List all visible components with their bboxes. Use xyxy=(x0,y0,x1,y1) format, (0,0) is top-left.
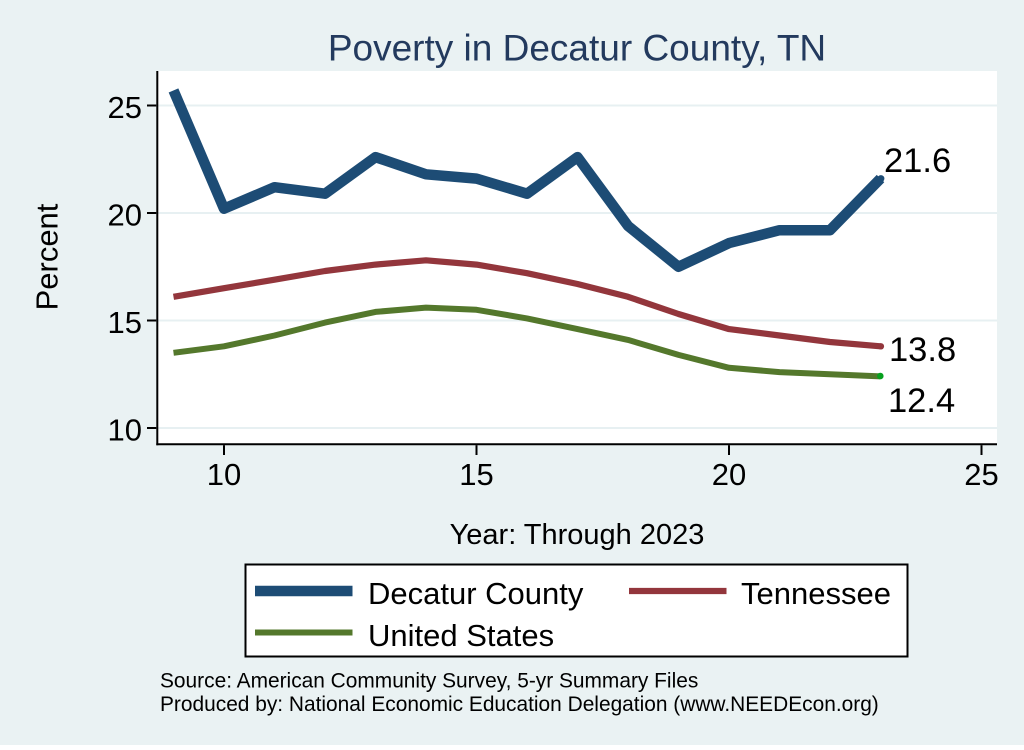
svg-text:Tennessee: Tennessee xyxy=(741,576,891,611)
svg-text:Source: American Community Sur: Source: American Community Survey, 5-yr … xyxy=(160,670,698,693)
svg-text:21.6: 21.6 xyxy=(884,142,951,180)
svg-text:Decatur County: Decatur County xyxy=(368,576,584,611)
svg-text:10: 10 xyxy=(207,457,241,492)
svg-text:United States: United States xyxy=(368,618,554,653)
svg-text:15: 15 xyxy=(459,457,493,492)
svg-text:15: 15 xyxy=(108,305,142,340)
svg-text:25: 25 xyxy=(964,457,998,492)
svg-text:13.8: 13.8 xyxy=(889,331,956,369)
svg-text:Produced by: National Economic: Produced by: National Economic Education… xyxy=(160,693,879,716)
svg-text:10: 10 xyxy=(108,413,142,448)
svg-text:20: 20 xyxy=(712,457,746,492)
svg-text:25: 25 xyxy=(108,90,142,125)
svg-text:12.4: 12.4 xyxy=(888,382,955,420)
svg-text:Poverty in Decatur County, TN: Poverty in Decatur County, TN xyxy=(328,28,826,69)
svg-text:20: 20 xyxy=(108,198,142,233)
svg-text:Percent: Percent xyxy=(30,203,65,310)
svg-text:Year: Through 2023: Year: Through 2023 xyxy=(450,519,705,551)
